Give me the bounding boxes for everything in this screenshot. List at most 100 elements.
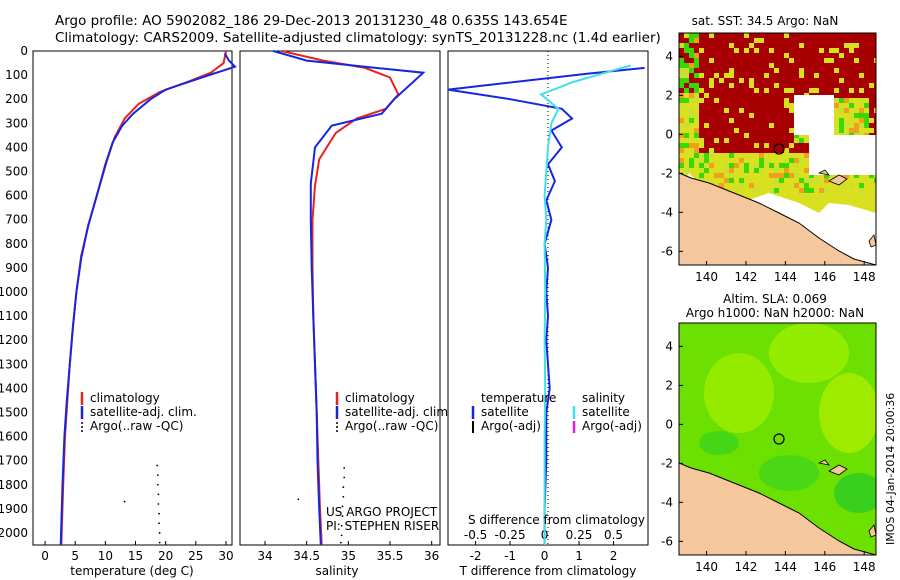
sst-cell bbox=[694, 48, 699, 53]
series-line-satellite-adj-clim- bbox=[59, 52, 237, 546]
sst-cell bbox=[734, 58, 739, 63]
sst-cell bbox=[719, 138, 724, 143]
sst-cell bbox=[689, 143, 694, 148]
sst-cell bbox=[744, 43, 749, 48]
sst-cell bbox=[809, 173, 814, 178]
sst-cell bbox=[709, 93, 714, 98]
sst-cell bbox=[784, 118, 789, 123]
sst-cell bbox=[704, 168, 709, 173]
sst-cell bbox=[859, 33, 864, 38]
sst-cell bbox=[824, 88, 829, 93]
sst-cell bbox=[729, 128, 734, 133]
sst-cell bbox=[734, 143, 739, 148]
sst-cell bbox=[829, 68, 834, 73]
sst-cell bbox=[704, 143, 709, 148]
sst-cell bbox=[759, 158, 764, 163]
sst-map: sat. SST: 34.5 Argo: NaN 4 2 0 -2 -4 -6 140 142… bbox=[661, 14, 877, 284]
sst-cell bbox=[874, 48, 876, 53]
sst-cell bbox=[789, 93, 794, 98]
sst-cell bbox=[849, 103, 854, 108]
sst-cell bbox=[834, 63, 839, 68]
sst-cell bbox=[774, 48, 779, 53]
sst-cell bbox=[804, 43, 809, 48]
sst-cell bbox=[739, 63, 744, 68]
sst-cell bbox=[824, 53, 829, 58]
sst-cell bbox=[859, 108, 864, 113]
sst-cell bbox=[814, 38, 819, 43]
sst-cell bbox=[784, 38, 789, 43]
sst-cell bbox=[779, 98, 784, 103]
sst-cell bbox=[799, 78, 804, 83]
sst-cell bbox=[854, 48, 859, 53]
sst-cell bbox=[694, 113, 699, 118]
sst-cell bbox=[804, 178, 809, 183]
salinity-x-ticks: 34 34.5 35 35.5 36 bbox=[257, 541, 439, 563]
sst-cell bbox=[719, 33, 724, 38]
sst-cell bbox=[799, 158, 804, 163]
argo-point bbox=[342, 486, 345, 489]
sst-cell bbox=[749, 98, 754, 103]
sst-cell bbox=[729, 53, 734, 58]
sst-cell bbox=[719, 133, 724, 138]
sst-cell bbox=[734, 188, 739, 193]
sst-cell bbox=[809, 48, 814, 53]
sst-cell bbox=[714, 128, 719, 133]
sst-cell bbox=[739, 103, 744, 108]
sst-cell bbox=[749, 108, 754, 113]
sst-cell bbox=[719, 38, 724, 43]
sst-cell bbox=[684, 73, 689, 78]
depth-tick-label: 400 bbox=[5, 140, 28, 154]
s-tick-label: -0.5 bbox=[464, 528, 487, 542]
s-tick-label: 0.5 bbox=[604, 528, 623, 542]
sst-cell bbox=[779, 63, 784, 68]
sst-cell bbox=[809, 73, 814, 78]
sst-cell bbox=[754, 98, 759, 103]
sst-cell bbox=[804, 143, 809, 148]
sst-cell bbox=[784, 83, 789, 88]
sst-cell bbox=[779, 83, 784, 88]
sst-cell bbox=[794, 48, 799, 53]
sst-cell bbox=[734, 68, 739, 73]
sst-cell bbox=[694, 38, 699, 43]
sst-cell bbox=[824, 188, 829, 193]
sst-cell bbox=[739, 88, 744, 93]
sst-cell bbox=[869, 88, 874, 93]
sst-cell bbox=[704, 33, 709, 38]
sst-cell bbox=[834, 43, 839, 48]
sst-cell bbox=[814, 53, 819, 58]
sst-cell bbox=[724, 148, 729, 153]
sst-cell bbox=[699, 118, 704, 123]
sst-cell bbox=[749, 38, 754, 43]
sst-cell bbox=[719, 88, 724, 93]
argo-point bbox=[340, 524, 343, 527]
sst-cell bbox=[734, 63, 739, 68]
sst-cell bbox=[719, 93, 724, 98]
sst-cell bbox=[794, 143, 799, 148]
sst-cell bbox=[844, 58, 849, 63]
sst-cell bbox=[764, 148, 769, 153]
sst-gap bbox=[794, 95, 834, 135]
sst-cell bbox=[839, 173, 844, 178]
sst-cell bbox=[699, 113, 704, 118]
sst-cell bbox=[694, 98, 699, 103]
sst-cell bbox=[774, 88, 779, 93]
sst-cell bbox=[754, 73, 759, 78]
sst-cell bbox=[769, 113, 774, 118]
sst-cell bbox=[834, 83, 839, 88]
sst-cell bbox=[784, 168, 789, 173]
map-ytick-label: 0 bbox=[665, 127, 673, 141]
sst-cell bbox=[779, 88, 784, 93]
sst-cell bbox=[794, 78, 799, 83]
sst-cell bbox=[874, 63, 876, 68]
sst-cell bbox=[769, 33, 774, 38]
sst-cell bbox=[689, 78, 694, 83]
temperature-legend: climatology satellite-adj. clim. Argo(..… bbox=[80, 391, 197, 433]
sst-cell bbox=[744, 73, 749, 78]
sst-cell bbox=[864, 38, 869, 43]
map-ytick-label: 2 bbox=[665, 378, 673, 392]
sst-cell bbox=[739, 48, 744, 53]
sst-cell bbox=[714, 93, 719, 98]
sst-cell bbox=[814, 58, 819, 63]
sst-cell bbox=[684, 38, 689, 43]
sst-cell bbox=[679, 48, 684, 53]
